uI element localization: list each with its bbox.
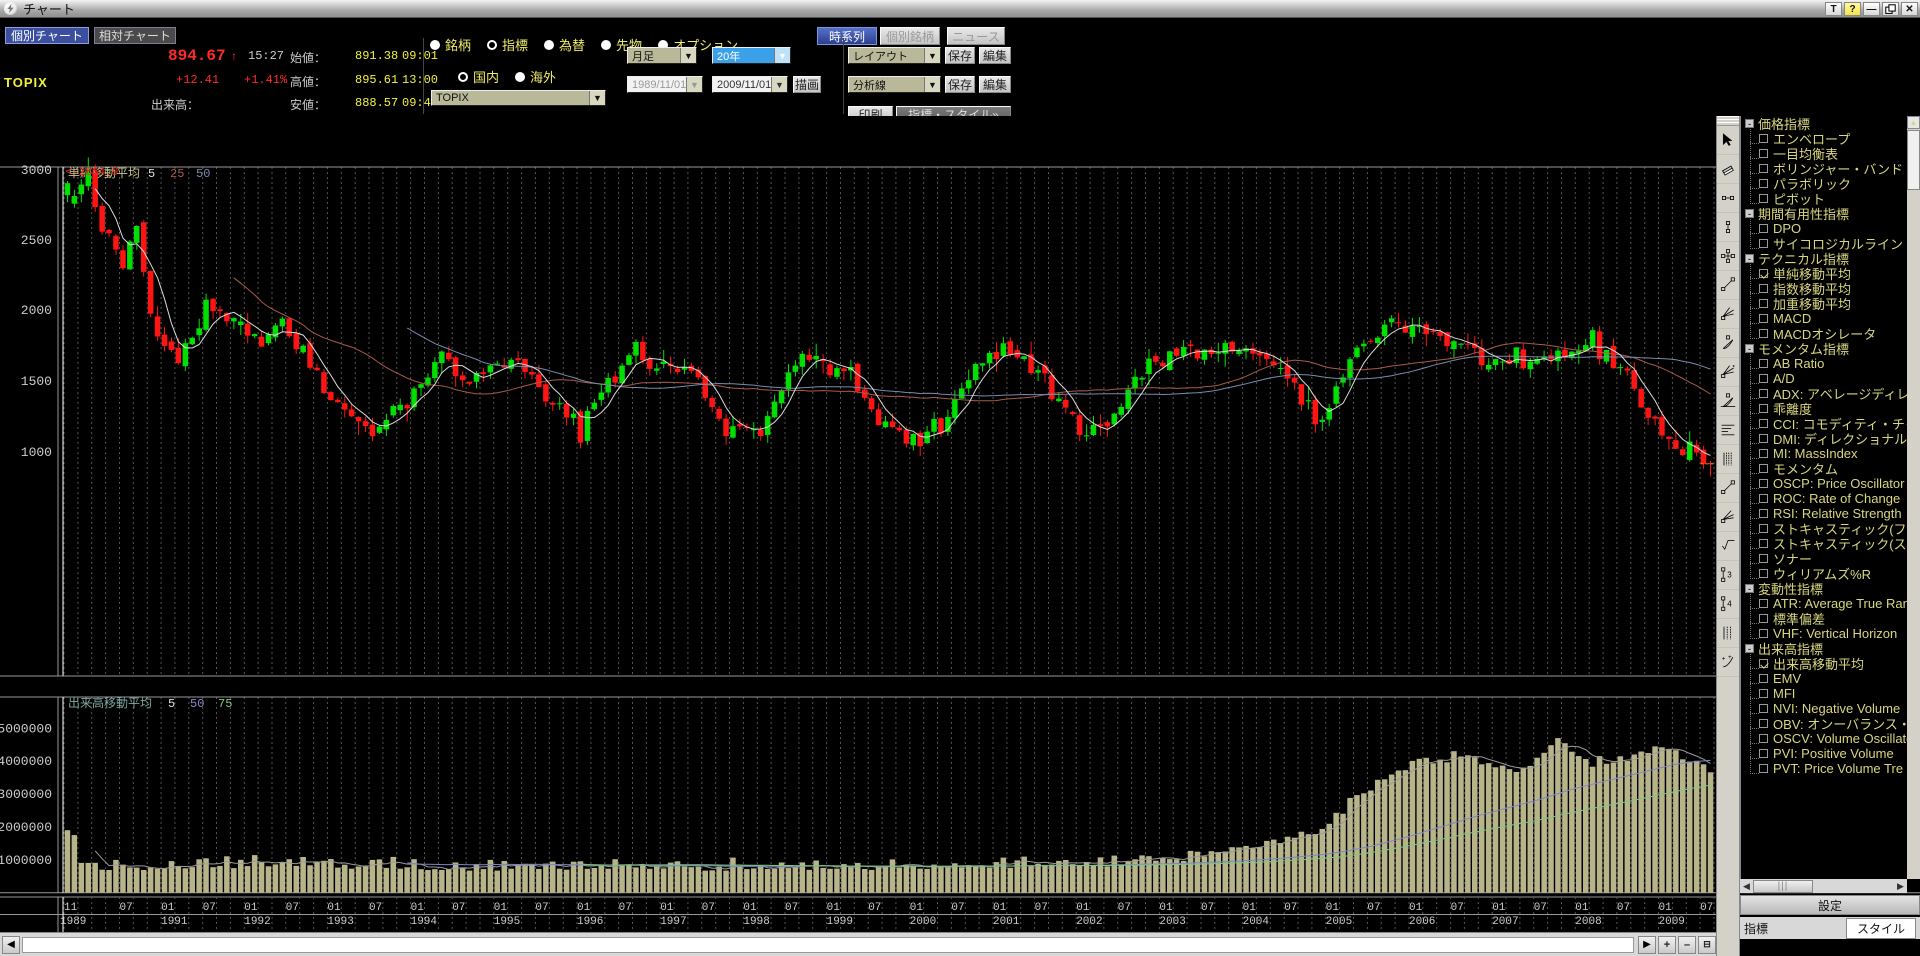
svg-text:01: 01 <box>327 902 341 914</box>
svg-text:2003: 2003 <box>1159 916 1185 928</box>
svg-text:1000: 1000 <box>21 445 52 460</box>
svg-text:4: 4 <box>1727 599 1732 608</box>
svg-text:07: 07 <box>1367 902 1380 914</box>
svg-text:07: 07 <box>369 902 382 914</box>
svg-text:07: 07 <box>1035 902 1048 914</box>
svg-text:50: 50 <box>190 697 204 711</box>
svg-text:01: 01 <box>993 902 1007 914</box>
svg-text:01: 01 <box>1243 902 1257 914</box>
svg-text:1997: 1997 <box>660 916 686 928</box>
svg-text:出来高移動平均: 出来高移動平均 <box>68 695 152 711</box>
svg-text:11: 11 <box>64 902 78 914</box>
svg-text:07: 07 <box>1201 902 1214 914</box>
svg-text:01: 01 <box>161 902 175 914</box>
svg-text:07: 07 <box>1534 902 1547 914</box>
svg-text:<-2884.9: <-2884.9 <box>66 167 119 179</box>
svg-text:2000: 2000 <box>21 303 52 318</box>
svg-text:5: 5 <box>168 697 175 711</box>
svg-text:3: 3 <box>1727 570 1732 579</box>
svg-text:01: 01 <box>1409 902 1423 914</box>
svg-text:50: 50 <box>196 167 210 181</box>
svg-text:01: 01 <box>1159 902 1173 914</box>
svg-text:2500: 2500 <box>21 233 52 248</box>
svg-text:07: 07 <box>619 902 632 914</box>
svg-text:01: 01 <box>577 902 591 914</box>
svg-text:01: 01 <box>494 902 508 914</box>
svg-text:07: 07 <box>286 902 299 914</box>
svg-text:3000: 3000 <box>21 163 52 178</box>
svg-text:1500: 1500 <box>21 374 52 389</box>
svg-text:01: 01 <box>1076 902 1090 914</box>
svg-text:2000000: 2000000 <box>0 820 52 835</box>
svg-text:07: 07 <box>1700 902 1713 914</box>
svg-text:1989: 1989 <box>60 916 86 928</box>
svg-text:07: 07 <box>951 902 964 914</box>
svg-text:07: 07 <box>535 902 548 914</box>
svg-text:+: + <box>1722 655 1726 662</box>
svg-text:01: 01 <box>660 902 674 914</box>
svg-text:2000: 2000 <box>910 916 936 928</box>
svg-text:25: 25 <box>170 167 184 181</box>
svg-text:1995: 1995 <box>494 916 520 928</box>
svg-text:1994: 1994 <box>411 916 438 928</box>
svg-text:5000000: 5000000 <box>0 721 52 736</box>
svg-text:2005: 2005 <box>1326 916 1352 928</box>
svg-text:4000000: 4000000 <box>0 754 52 769</box>
svg-text:07: 07 <box>702 902 715 914</box>
svg-text:07: 07 <box>785 902 798 914</box>
svg-text:1000000: 1000000 <box>0 853 52 868</box>
svg-text:2008: 2008 <box>1575 916 1601 928</box>
svg-text:07: 07 <box>203 902 216 914</box>
svg-text:01: 01 <box>743 902 757 914</box>
svg-text:01: 01 <box>1575 902 1589 914</box>
svg-text:01: 01 <box>411 902 425 914</box>
svg-text:07: 07 <box>1118 902 1131 914</box>
svg-text:2009: 2009 <box>1659 916 1685 928</box>
svg-text:2007: 2007 <box>1492 916 1518 928</box>
svg-text:07: 07 <box>1617 902 1630 914</box>
svg-text:2004: 2004 <box>1243 916 1270 928</box>
svg-text:75: 75 <box>218 697 232 711</box>
svg-text:01: 01 <box>1659 902 1673 914</box>
svg-text:07: 07 <box>868 902 881 914</box>
svg-text:1993: 1993 <box>327 916 353 928</box>
svg-text:1999: 1999 <box>827 916 853 928</box>
svg-text:01: 01 <box>1492 902 1506 914</box>
svg-text:07: 07 <box>1451 902 1464 914</box>
svg-text:07: 07 <box>452 902 465 914</box>
svg-text:07: 07 <box>120 902 133 914</box>
svg-text:3000000: 3000000 <box>0 787 52 802</box>
svg-text:01: 01 <box>827 902 841 914</box>
svg-text:2006: 2006 <box>1409 916 1435 928</box>
svg-text:01: 01 <box>244 902 258 914</box>
svg-text:01: 01 <box>910 902 924 914</box>
svg-text:2002: 2002 <box>1076 916 1102 928</box>
svg-text:1991: 1991 <box>161 916 188 928</box>
svg-text:1996: 1996 <box>577 916 603 928</box>
svg-text:1992: 1992 <box>244 916 270 928</box>
svg-text:07: 07 <box>1284 902 1297 914</box>
svg-text:2001: 2001 <box>993 916 1020 928</box>
svg-text:5: 5 <box>148 167 155 181</box>
svg-text:01: 01 <box>1326 902 1340 914</box>
svg-text:1998: 1998 <box>743 916 769 928</box>
